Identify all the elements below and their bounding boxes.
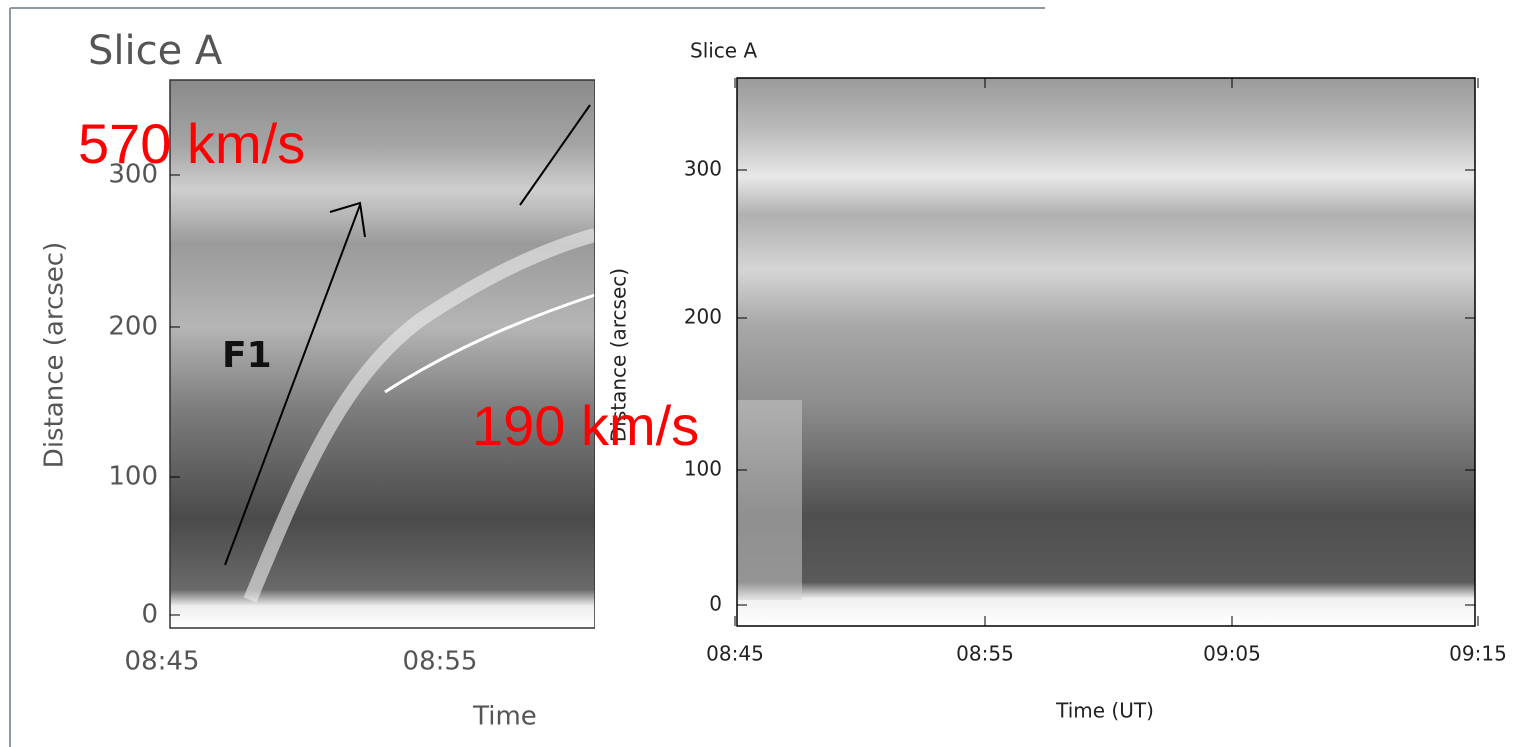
y-axis-label: Distance (arcsec) <box>607 268 631 442</box>
speed-label: 190 km/s <box>472 394 699 457</box>
x-axis-label: Time (UT) <box>1055 699 1154 723</box>
x-tick-label: 09:15 <box>1449 642 1507 666</box>
x-tick-label: 09:05 <box>1203 642 1261 666</box>
bright-front <box>243 228 597 603</box>
panel-title: Slice A <box>88 28 223 74</box>
y-tick-label: 0 <box>141 600 158 630</box>
y-tick-label: 100 <box>108 462 158 492</box>
x-tick-label: 08:55 <box>956 642 1014 666</box>
right-panel: Slice A Distance (arcsec) Time (UT) 0 100… <box>595 30 1507 747</box>
x-tick-label: 08:45 <box>706 642 764 666</box>
arrow <box>224 204 361 566</box>
y-tick-label: 200 <box>684 305 722 329</box>
y-tick-label: 300 <box>108 160 158 190</box>
heatmap-region <box>737 400 802 600</box>
y-tick-label: 100 <box>684 457 722 481</box>
plot-frame <box>736 77 1476 627</box>
y-tick-label: 200 <box>108 312 158 342</box>
x-axis-label: Time <box>472 702 537 732</box>
arrow <box>519 104 591 206</box>
fit-line <box>384 293 596 394</box>
y-axis-label: Distance (arcsec) <box>40 242 70 468</box>
heatmap-image <box>737 78 1475 626</box>
left-panel: Slice A Distance (arcsec) Time F1 0 100 20… <box>40 28 597 732</box>
panel-title: Slice A <box>690 39 757 63</box>
y-tick-label: 300 <box>684 157 722 181</box>
x-tick-label: 08:45 <box>125 647 200 677</box>
arrow-head <box>329 201 366 238</box>
x-tick-label: 08:55 <box>403 647 478 677</box>
y-tick-label: 0 <box>709 592 722 616</box>
speed-label: 570 km/s <box>78 112 305 175</box>
annotation: F1 <box>222 335 272 376</box>
